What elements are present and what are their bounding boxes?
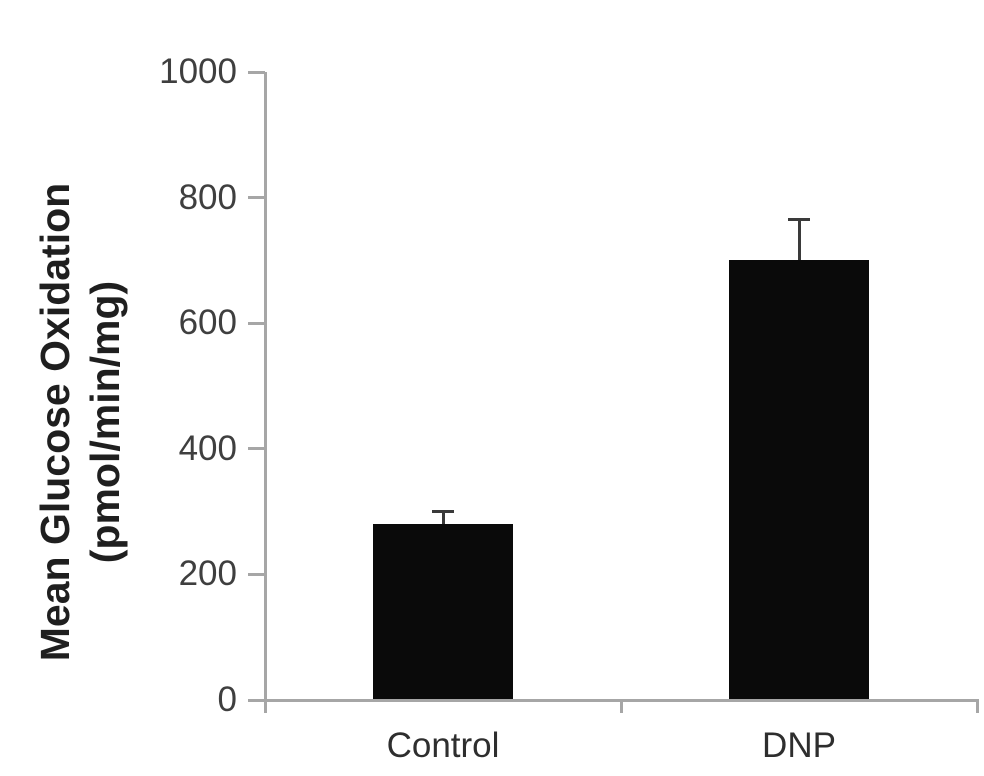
y-axis-title-line2: (pmol/min/mg): [82, 280, 128, 564]
y-axis-line: [264, 72, 267, 713]
y-tick-mark-400: [248, 447, 265, 451]
y-tick-label-0: 0: [217, 680, 237, 719]
y-tick-label-600: 600: [178, 303, 237, 343]
y-tick-label-1000: 1000: [159, 52, 237, 91]
y-tick-mark-600: [248, 321, 265, 325]
y-tick-mark-200: [248, 572, 265, 576]
bar-dnp: [729, 260, 869, 700]
y-tick-label-400: 400: [178, 428, 237, 468]
y-tick-mark-0: [248, 698, 265, 702]
y-axis-title-line1: Mean Glucose Oxidation: [31, 182, 78, 662]
y-tick-label-200: 200: [178, 554, 237, 594]
x-category-label-dnp: DNP: [762, 726, 836, 765]
bar-control: [373, 524, 513, 700]
x-tick-mark-1: [619, 700, 623, 713]
y-tick-label-800: 800: [178, 177, 237, 217]
error-bar-cap-dnp: [788, 218, 810, 222]
error-bar-line-dnp: [797, 219, 801, 263]
y-axis-title: Mean Glucose Oxidation (pmol/min/mg): [30, 32, 130, 776]
error-bar-cap-control: [432, 510, 454, 514]
error-bar-line-control: [441, 511, 445, 527]
y-tick-mark-1000: [248, 70, 265, 74]
x-axis-line: [264, 699, 979, 702]
x-category-label-control: Control: [386, 726, 500, 765]
y-tick-mark-800: [248, 196, 265, 200]
x-tick-mark-2: [975, 700, 979, 713]
